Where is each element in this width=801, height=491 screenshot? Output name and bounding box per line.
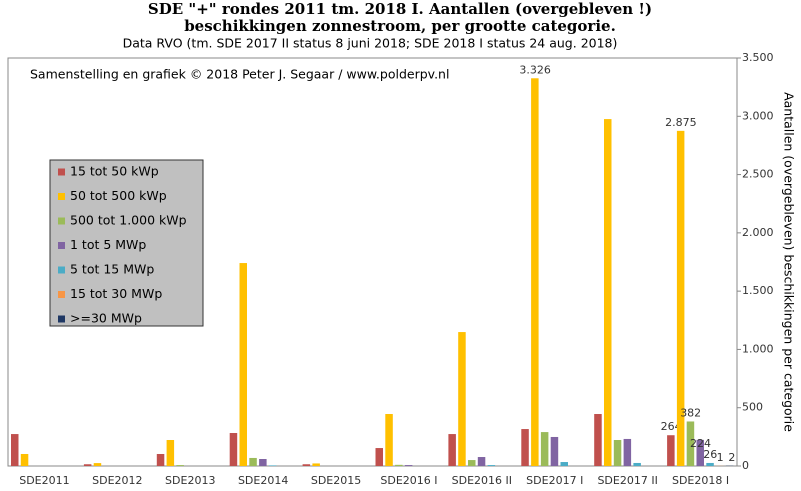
legend-label: 50 tot 500 kWp xyxy=(70,188,167,203)
bar xyxy=(676,130,685,466)
legend-swatch xyxy=(58,168,65,176)
legend-label: 5 tot 15 MWp xyxy=(70,262,154,277)
bar xyxy=(667,435,675,466)
x-tick-label: SDE2013 xyxy=(165,474,215,487)
legend-swatch xyxy=(58,242,65,249)
data-label: 3.326 xyxy=(519,63,551,76)
y-tick-label: 500 xyxy=(742,401,763,414)
data-label: 1 xyxy=(717,451,724,464)
bar xyxy=(249,457,257,466)
bar xyxy=(268,465,277,466)
x-tick-label: SDE2017 I xyxy=(526,474,583,487)
bar xyxy=(706,462,714,466)
bar xyxy=(613,440,622,466)
legend xyxy=(49,159,204,327)
chart-title: SDE "+" rondes 2011 tm. 2018 I. Aantalle… xyxy=(148,0,652,18)
x-tick-label: SDE2017 II xyxy=(597,474,657,487)
data-label: 382 xyxy=(680,406,701,419)
data-label: 2 xyxy=(728,451,735,464)
y-tick-label: 1.500 xyxy=(742,284,774,297)
bar xyxy=(176,465,184,466)
bar xyxy=(560,462,568,466)
bar xyxy=(375,448,383,466)
legend-swatch xyxy=(58,266,65,274)
bar xyxy=(395,464,403,466)
legend-swatch xyxy=(58,217,65,225)
bar xyxy=(604,119,612,466)
chart-note: Data RVO (tm. SDE 2017 II status 8 juni … xyxy=(123,36,618,51)
legend-label: >=30 MWp xyxy=(70,311,142,326)
legend-swatch xyxy=(58,315,65,323)
legend-label: 15 tot 50 kWp xyxy=(70,164,159,179)
y-tick-label: 3.500 xyxy=(742,51,774,64)
x-tick-label: SDE2015 xyxy=(311,474,361,487)
legend-label: 500 tot 1.000 kWp xyxy=(70,213,187,228)
legend-label: 1 tot 5 MWp xyxy=(70,237,146,252)
x-tick-label: SDE2012 xyxy=(92,474,142,487)
data-label: 224 xyxy=(690,437,711,450)
bar xyxy=(531,78,539,466)
bar xyxy=(156,453,165,466)
bar xyxy=(521,429,529,466)
bar xyxy=(633,462,641,466)
x-tick-label: SDE2016 II xyxy=(452,474,512,487)
bar xyxy=(623,438,632,466)
bar xyxy=(93,463,102,466)
bar xyxy=(385,414,393,466)
legend-swatch xyxy=(58,291,65,298)
x-tick-label: SDE2011 xyxy=(19,474,69,487)
bar xyxy=(458,332,466,466)
bar xyxy=(239,263,247,466)
bar xyxy=(448,434,456,466)
bar xyxy=(259,459,267,466)
x-tick-label: SDE2016 I xyxy=(380,474,437,487)
bar xyxy=(166,440,175,466)
bar xyxy=(477,457,486,466)
annotation: Samenstelling en grafiek © 2018 Peter J.… xyxy=(30,67,449,82)
bar xyxy=(11,434,19,466)
data-label: 2.875 xyxy=(665,116,697,129)
chart-subtitle: beschikkingen zonnestroom, per grootte c… xyxy=(184,17,616,35)
y-axis-label: Aantallen (overgebleven) beschikkingen p… xyxy=(782,92,797,432)
bar xyxy=(404,465,413,466)
bar xyxy=(20,453,29,466)
bar xyxy=(487,465,496,466)
data-label: 264 xyxy=(661,420,682,433)
bar xyxy=(540,432,549,466)
bar xyxy=(594,414,602,466)
y-tick-label: 1.000 xyxy=(742,342,774,355)
legend-swatch xyxy=(58,193,65,200)
bar xyxy=(696,439,704,466)
x-tick-label: SDE2018 I xyxy=(672,474,729,487)
x-tick-label: SDE2014 xyxy=(238,474,288,487)
legend-label: 15 tot 30 MWp xyxy=(70,286,162,301)
y-tick-label: 0 xyxy=(742,459,749,472)
y-tick-label: 2.000 xyxy=(742,226,774,239)
bar xyxy=(686,421,695,466)
bar xyxy=(83,464,92,466)
bar xyxy=(302,464,311,466)
bar xyxy=(312,463,320,466)
bar xyxy=(468,460,476,466)
y-tick-label: 3.000 xyxy=(742,109,774,122)
y-tick-label: 2.500 xyxy=(742,168,774,181)
data-label: 26 xyxy=(703,448,717,461)
bar xyxy=(229,433,238,466)
bar xyxy=(550,436,559,466)
